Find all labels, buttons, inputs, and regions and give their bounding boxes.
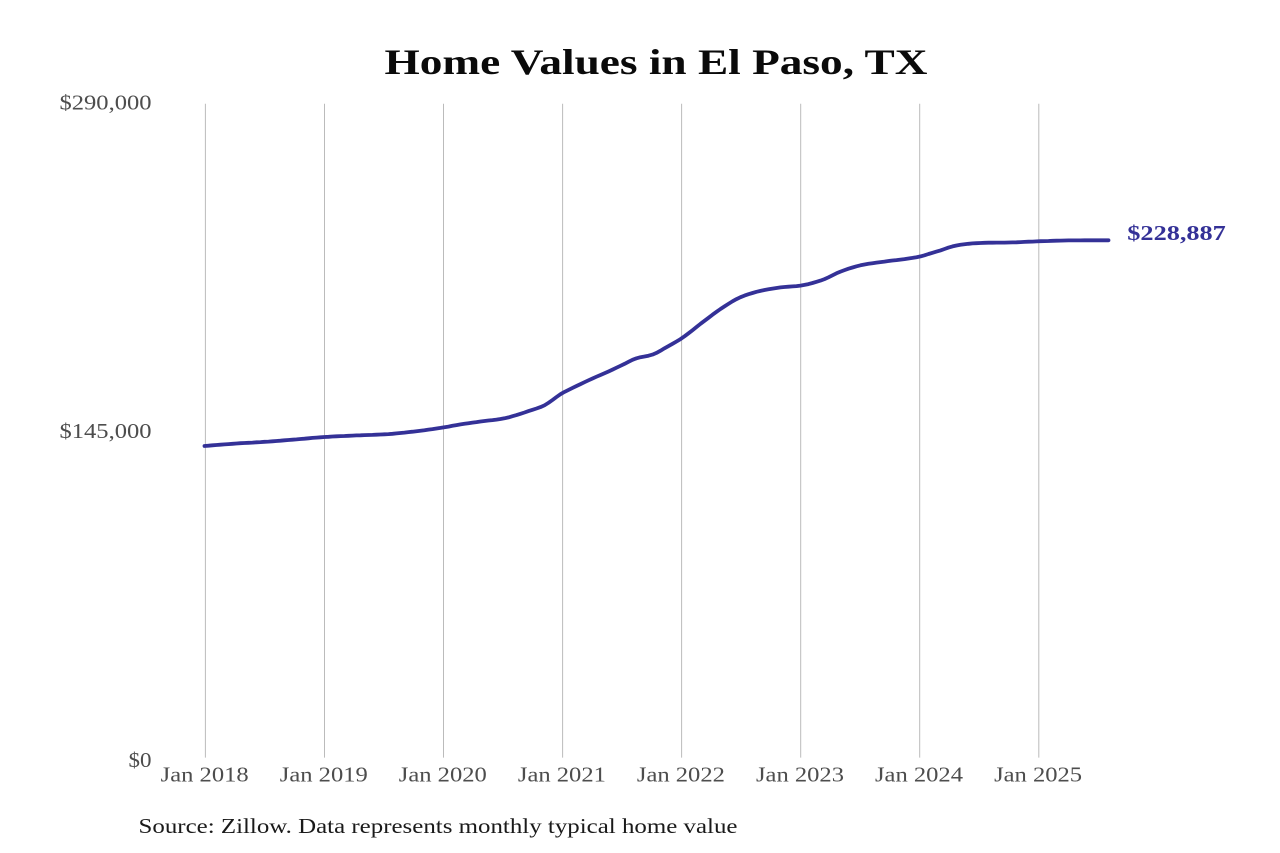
svg-text:Jan 2020: Jan 2020 <box>399 763 487 787</box>
svg-text:Jan 2022: Jan 2022 <box>637 763 725 787</box>
svg-text:Jan 2018: Jan 2018 <box>161 763 249 787</box>
svg-text:Jan 2025: Jan 2025 <box>994 763 1082 787</box>
svg-text:$145,000: $145,000 <box>60 419 152 443</box>
svg-text:Jan 2023: Jan 2023 <box>756 763 844 787</box>
svg-text:Home Values in El Paso, TX: Home Values in El Paso, TX <box>385 42 928 82</box>
svg-text:Jan 2021: Jan 2021 <box>518 763 606 787</box>
svg-text:Jan 2024: Jan 2024 <box>875 763 964 787</box>
svg-text:$228,887: $228,887 <box>1127 221 1226 245</box>
svg-text:Source: Zillow. Data represent: Source: Zillow. Data represents monthly … <box>139 814 738 838</box>
svg-text:$0: $0 <box>129 748 152 772</box>
svg-text:$290,000: $290,000 <box>60 91 152 115</box>
svg-text:Jan 2019: Jan 2019 <box>280 763 368 787</box>
